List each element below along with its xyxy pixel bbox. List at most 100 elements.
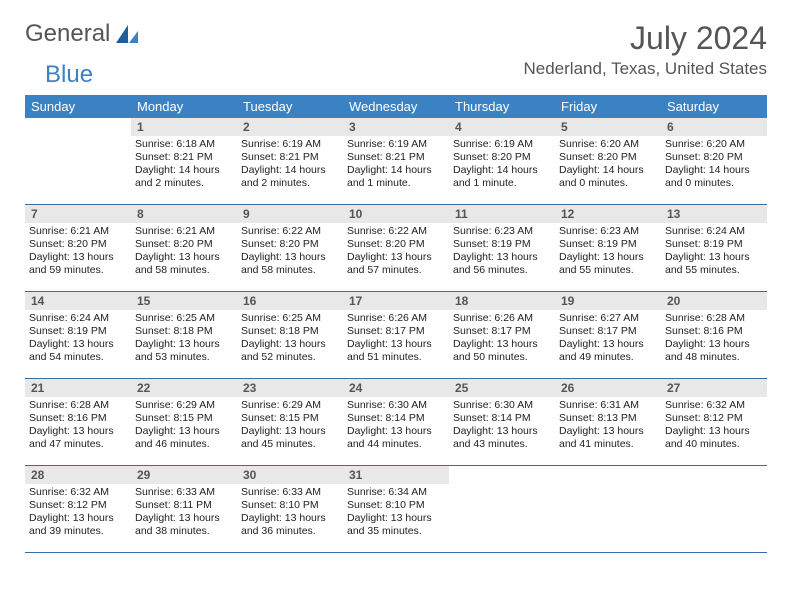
day-number: 31 xyxy=(343,466,449,484)
day-details: Sunrise: 6:26 AMSunset: 8:17 PMDaylight:… xyxy=(449,310,555,369)
calendar-day-cell: 7Sunrise: 6:21 AMSunset: 8:20 PMDaylight… xyxy=(25,205,131,292)
calendar-day-cell: 16Sunrise: 6:25 AMSunset: 8:18 PMDayligh… xyxy=(237,292,343,379)
day-number: 22 xyxy=(131,379,237,397)
day-details: Sunrise: 6:22 AMSunset: 8:20 PMDaylight:… xyxy=(343,223,449,282)
day-number: 1 xyxy=(131,118,237,136)
day-details: Sunrise: 6:22 AMSunset: 8:20 PMDaylight:… xyxy=(237,223,343,282)
calendar-week-row: 21Sunrise: 6:28 AMSunset: 8:16 PMDayligh… xyxy=(25,379,767,466)
day-details: Sunrise: 6:27 AMSunset: 8:17 PMDaylight:… xyxy=(555,310,661,369)
day-number: 19 xyxy=(555,292,661,310)
weekday-header: Tuesday xyxy=(237,95,343,118)
day-number: 27 xyxy=(661,379,767,397)
brand-logo: General xyxy=(25,20,140,48)
day-details: Sunrise: 6:20 AMSunset: 8:20 PMDaylight:… xyxy=(555,136,661,195)
day-number: 21 xyxy=(25,379,131,397)
calendar-day-cell: 1Sunrise: 6:18 AMSunset: 8:21 PMDaylight… xyxy=(131,118,237,205)
day-number: 23 xyxy=(237,379,343,397)
calendar-day-cell: 31Sunrise: 6:34 AMSunset: 8:10 PMDayligh… xyxy=(343,466,449,553)
day-number: 6 xyxy=(661,118,767,136)
calendar-day-cell: 20Sunrise: 6:28 AMSunset: 8:16 PMDayligh… xyxy=(661,292,767,379)
day-number: 16 xyxy=(237,292,343,310)
calendar-day-cell: 17Sunrise: 6:26 AMSunset: 8:17 PMDayligh… xyxy=(343,292,449,379)
calendar-day-cell: 23Sunrise: 6:29 AMSunset: 8:15 PMDayligh… xyxy=(237,379,343,466)
calendar-week-row: 7Sunrise: 6:21 AMSunset: 8:20 PMDaylight… xyxy=(25,205,767,292)
day-details: Sunrise: 6:29 AMSunset: 8:15 PMDaylight:… xyxy=(237,397,343,456)
day-number: 2 xyxy=(237,118,343,136)
calendar-day-cell: 21Sunrise: 6:28 AMSunset: 8:16 PMDayligh… xyxy=(25,379,131,466)
day-number: 29 xyxy=(131,466,237,484)
weekday-header: Thursday xyxy=(449,95,555,118)
day-number: 12 xyxy=(555,205,661,223)
day-number: 3 xyxy=(343,118,449,136)
day-number: 7 xyxy=(25,205,131,223)
day-details: Sunrise: 6:24 AMSunset: 8:19 PMDaylight:… xyxy=(25,310,131,369)
day-details: Sunrise: 6:34 AMSunset: 8:10 PMDaylight:… xyxy=(343,484,449,543)
calendar-day-cell xyxy=(555,466,661,553)
day-details: Sunrise: 6:19 AMSunset: 8:21 PMDaylight:… xyxy=(343,136,449,195)
day-number: 30 xyxy=(237,466,343,484)
brand-word2: Blue xyxy=(45,61,93,88)
calendar-day-cell: 19Sunrise: 6:27 AMSunset: 8:17 PMDayligh… xyxy=(555,292,661,379)
location-text: Nederland, Texas, United States xyxy=(524,59,768,79)
calendar-body: 1Sunrise: 6:18 AMSunset: 8:21 PMDaylight… xyxy=(25,118,767,553)
calendar-week-row: 1Sunrise: 6:18 AMSunset: 8:21 PMDaylight… xyxy=(25,118,767,205)
day-details: Sunrise: 6:31 AMSunset: 8:13 PMDaylight:… xyxy=(555,397,661,456)
calendar-day-cell: 18Sunrise: 6:26 AMSunset: 8:17 PMDayligh… xyxy=(449,292,555,379)
day-number: 20 xyxy=(661,292,767,310)
day-details: Sunrise: 6:25 AMSunset: 8:18 PMDaylight:… xyxy=(131,310,237,369)
day-details: Sunrise: 6:21 AMSunset: 8:20 PMDaylight:… xyxy=(25,223,131,282)
title-block: July 2024 Nederland, Texas, United State… xyxy=(524,20,768,79)
day-number: 4 xyxy=(449,118,555,136)
calendar-head: SundayMondayTuesdayWednesdayThursdayFrid… xyxy=(25,95,767,118)
calendar-day-cell xyxy=(25,118,131,205)
calendar-day-cell: 11Sunrise: 6:23 AMSunset: 8:19 PMDayligh… xyxy=(449,205,555,292)
day-number: 8 xyxy=(131,205,237,223)
day-number: 10 xyxy=(343,205,449,223)
day-details: Sunrise: 6:23 AMSunset: 8:19 PMDaylight:… xyxy=(449,223,555,282)
day-details: Sunrise: 6:32 AMSunset: 8:12 PMDaylight:… xyxy=(661,397,767,456)
calendar-day-cell: 9Sunrise: 6:22 AMSunset: 8:20 PMDaylight… xyxy=(237,205,343,292)
calendar-day-cell: 25Sunrise: 6:30 AMSunset: 8:14 PMDayligh… xyxy=(449,379,555,466)
day-details: Sunrise: 6:19 AMSunset: 8:20 PMDaylight:… xyxy=(449,136,555,195)
day-number: 11 xyxy=(449,205,555,223)
calendar-day-cell: 5Sunrise: 6:20 AMSunset: 8:20 PMDaylight… xyxy=(555,118,661,205)
day-details: Sunrise: 6:18 AMSunset: 8:21 PMDaylight:… xyxy=(131,136,237,195)
day-details: Sunrise: 6:25 AMSunset: 8:18 PMDaylight:… xyxy=(237,310,343,369)
calendar-day-cell: 28Sunrise: 6:32 AMSunset: 8:12 PMDayligh… xyxy=(25,466,131,553)
calendar-week-row: 28Sunrise: 6:32 AMSunset: 8:12 PMDayligh… xyxy=(25,466,767,553)
day-number: 14 xyxy=(25,292,131,310)
calendar-day-cell xyxy=(449,466,555,553)
day-details: Sunrise: 6:24 AMSunset: 8:19 PMDaylight:… xyxy=(661,223,767,282)
day-details: Sunrise: 6:29 AMSunset: 8:15 PMDaylight:… xyxy=(131,397,237,456)
day-number: 9 xyxy=(237,205,343,223)
day-number: 26 xyxy=(555,379,661,397)
weekday-header: Monday xyxy=(131,95,237,118)
day-details: Sunrise: 6:32 AMSunset: 8:12 PMDaylight:… xyxy=(25,484,131,543)
weekday-header: Wednesday xyxy=(343,95,449,118)
day-number: 24 xyxy=(343,379,449,397)
day-details: Sunrise: 6:33 AMSunset: 8:10 PMDaylight:… xyxy=(237,484,343,543)
calendar-day-cell: 13Sunrise: 6:24 AMSunset: 8:19 PMDayligh… xyxy=(661,205,767,292)
calendar-day-cell: 29Sunrise: 6:33 AMSunset: 8:11 PMDayligh… xyxy=(131,466,237,553)
weekday-header: Sunday xyxy=(25,95,131,118)
calendar-day-cell: 8Sunrise: 6:21 AMSunset: 8:20 PMDaylight… xyxy=(131,205,237,292)
calendar-day-cell: 4Sunrise: 6:19 AMSunset: 8:20 PMDaylight… xyxy=(449,118,555,205)
day-number: 25 xyxy=(449,379,555,397)
month-title: July 2024 xyxy=(524,20,768,57)
calendar-day-cell: 22Sunrise: 6:29 AMSunset: 8:15 PMDayligh… xyxy=(131,379,237,466)
calendar-day-cell: 24Sunrise: 6:30 AMSunset: 8:14 PMDayligh… xyxy=(343,379,449,466)
day-number: 18 xyxy=(449,292,555,310)
day-number: 13 xyxy=(661,205,767,223)
day-number: 5 xyxy=(555,118,661,136)
calendar-day-cell: 2Sunrise: 6:19 AMSunset: 8:21 PMDaylight… xyxy=(237,118,343,205)
calendar-day-cell: 3Sunrise: 6:19 AMSunset: 8:21 PMDaylight… xyxy=(343,118,449,205)
day-details: Sunrise: 6:19 AMSunset: 8:21 PMDaylight:… xyxy=(237,136,343,195)
calendar-day-cell: 14Sunrise: 6:24 AMSunset: 8:19 PMDayligh… xyxy=(25,292,131,379)
weekday-header: Saturday xyxy=(661,95,767,118)
calendar-day-cell: 26Sunrise: 6:31 AMSunset: 8:13 PMDayligh… xyxy=(555,379,661,466)
calendar-day-cell: 30Sunrise: 6:33 AMSunset: 8:10 PMDayligh… xyxy=(237,466,343,553)
day-details: Sunrise: 6:30 AMSunset: 8:14 PMDaylight:… xyxy=(449,397,555,456)
calendar-day-cell: 15Sunrise: 6:25 AMSunset: 8:18 PMDayligh… xyxy=(131,292,237,379)
calendar-day-cell xyxy=(661,466,767,553)
calendar-day-cell: 12Sunrise: 6:23 AMSunset: 8:19 PMDayligh… xyxy=(555,205,661,292)
